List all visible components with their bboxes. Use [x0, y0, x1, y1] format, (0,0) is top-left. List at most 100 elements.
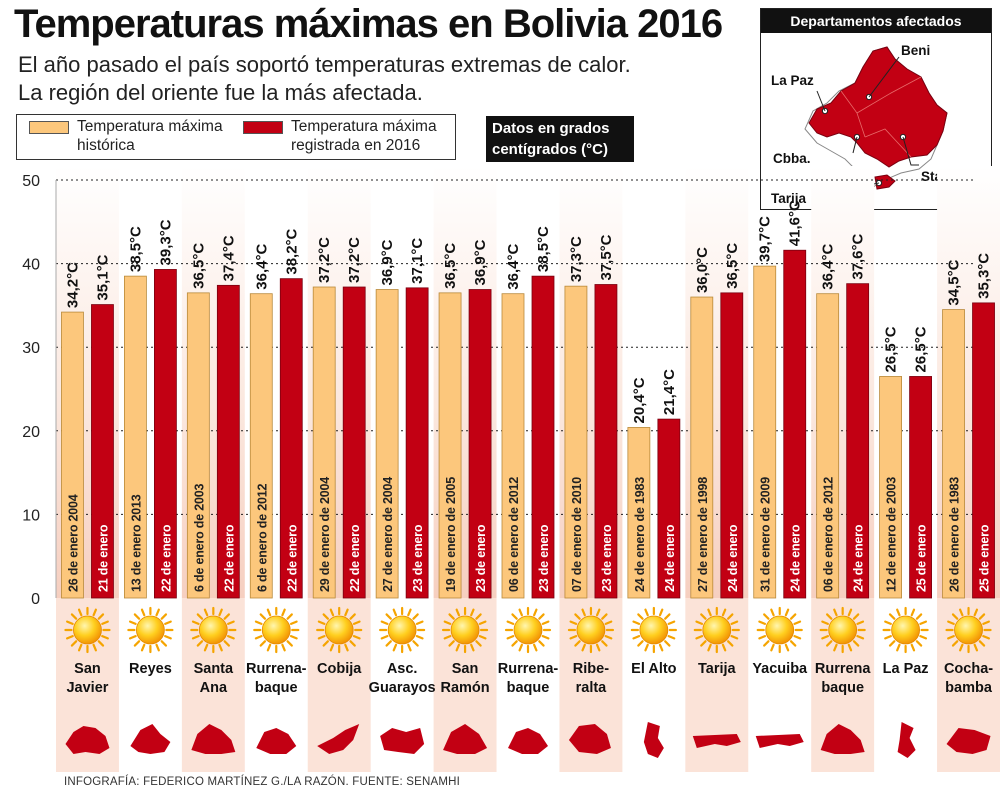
sun-ray: [97, 613, 105, 620]
date-label-historic: 07 de enero de 2010: [570, 477, 584, 592]
bar-recorded: [468, 289, 492, 599]
date-label-historic: 06 de enero de 2012: [507, 477, 521, 592]
value-label-historic: 36,9°C: [379, 239, 396, 285]
sun-icon: [513, 615, 543, 645]
bar-recorded: [91, 304, 114, 599]
sun-ray: [821, 620, 829, 625]
sun-ray: [478, 635, 487, 640]
units-label: Datos en grados centígrados (°C): [486, 116, 634, 162]
sun-ray: [281, 643, 286, 652]
sun-ray: [727, 640, 734, 647]
sun-ray: [667, 620, 676, 625]
value-label-recorded: 35,1°C: [94, 254, 111, 300]
temperature-chart: 34,2°C 26 de enero 2004 35,1°C 21 de enero 3…: [22, 166, 1000, 772]
city-label: bamba: [945, 680, 993, 696]
sun-ray: [415, 635, 424, 640]
bar-recorded: [657, 418, 681, 599]
date-label-recorded: 25 de enero: [978, 524, 992, 592]
sun-icon: [639, 615, 669, 645]
sun-icon: [702, 615, 732, 645]
sun-icon: [891, 615, 920, 645]
y-tick-label: 0: [31, 591, 40, 608]
bar-historic: [61, 311, 84, 599]
sun-ray: [164, 620, 172, 625]
sun-ray: [784, 643, 790, 652]
department-shape-icon: [380, 728, 425, 754]
subtitle-line-1: El año pasado el país soportó temperatur…: [18, 52, 631, 77]
sun-ray: [443, 635, 452, 640]
sun-ray: [352, 635, 361, 640]
value-label-historic: 20,4°C: [631, 377, 648, 423]
sun-ray: [203, 643, 209, 652]
city-label: Ana: [200, 680, 228, 696]
sun-ray: [982, 620, 990, 625]
sun-ray: [196, 640, 204, 647]
sun-ray: [392, 643, 398, 652]
sun-ray: [443, 620, 452, 625]
city-label: El Alto: [631, 661, 677, 677]
sun-ray: [322, 613, 329, 620]
city-label: Cobija: [317, 661, 362, 677]
sun-ray: [511, 613, 518, 620]
sun-ray: [380, 620, 389, 625]
department-shape-icon: [568, 724, 611, 754]
value-label-recorded: 35,3°C: [976, 253, 993, 299]
sun-ray: [322, 640, 329, 647]
bar-recorded: [909, 376, 932, 599]
sun-ray: [637, 640, 644, 647]
sun-ray: [632, 620, 641, 625]
date-label-historic: 29 de enero de 2004: [318, 477, 332, 592]
date-label-recorded: 21 de enero: [96, 524, 110, 592]
value-label-recorded: 39,3°C: [157, 219, 174, 265]
sun-ray: [574, 613, 581, 620]
bar-historic: [627, 427, 651, 599]
sun-ray: [847, 643, 853, 652]
sun-ray: [349, 640, 356, 647]
sun-ray: [789, 640, 797, 647]
bar-historic: [312, 286, 336, 599]
sun-ray: [833, 643, 838, 652]
department-shape-icon: [508, 728, 548, 754]
sun-ray: [538, 613, 545, 620]
value-label-historic: 36,4°C: [505, 244, 522, 290]
sun-ray: [959, 608, 964, 617]
value-label-historic: 36,5°C: [442, 243, 459, 289]
date-label-recorded: 24 de enero: [726, 524, 740, 592]
sun-ray: [218, 608, 223, 617]
sun-ray: [919, 635, 928, 640]
sun-ray: [407, 608, 412, 617]
bar-recorded: [594, 284, 618, 599]
subtitle-line-2: La región del oriente fue la más afectad…: [18, 80, 423, 105]
sun-ray: [92, 608, 97, 617]
city-label: Rurrena: [815, 661, 872, 677]
sun-ray: [644, 608, 649, 617]
city-label: Cocha-: [944, 661, 993, 677]
sun-ray: [847, 608, 853, 617]
value-label-historic: 36,4°C: [253, 244, 270, 290]
sun-ray: [982, 635, 990, 640]
sun-ray: [70, 613, 78, 620]
value-label-recorded: 38,2°C: [283, 228, 300, 274]
sun-ray: [947, 635, 955, 640]
date-label-historic: 26 de enero de 1983: [948, 477, 962, 592]
sun-ray: [317, 635, 326, 640]
value-label-historic: 38,5°C: [127, 226, 144, 272]
y-tick-label: 20: [22, 424, 40, 441]
sun-ray: [70, 640, 78, 647]
city-label: Asc.: [387, 661, 418, 677]
value-label-historic: 34,2°C: [64, 262, 81, 308]
sun-ray: [915, 640, 923, 647]
date-label-historic: 12 de enero de 2003: [885, 477, 899, 592]
sun-ray: [581, 608, 586, 617]
sun-ray: [973, 643, 979, 652]
sun-ray: [511, 640, 518, 647]
sun-ray: [763, 613, 770, 620]
sun-ray: [789, 613, 797, 620]
sun-ray: [344, 643, 349, 652]
sun-ray: [475, 613, 482, 620]
sun-ray: [352, 620, 361, 625]
sun-ray: [541, 635, 550, 640]
sun-ray: [140, 643, 146, 652]
bar-historic: [249, 293, 273, 599]
city-label: ralta: [576, 680, 608, 696]
